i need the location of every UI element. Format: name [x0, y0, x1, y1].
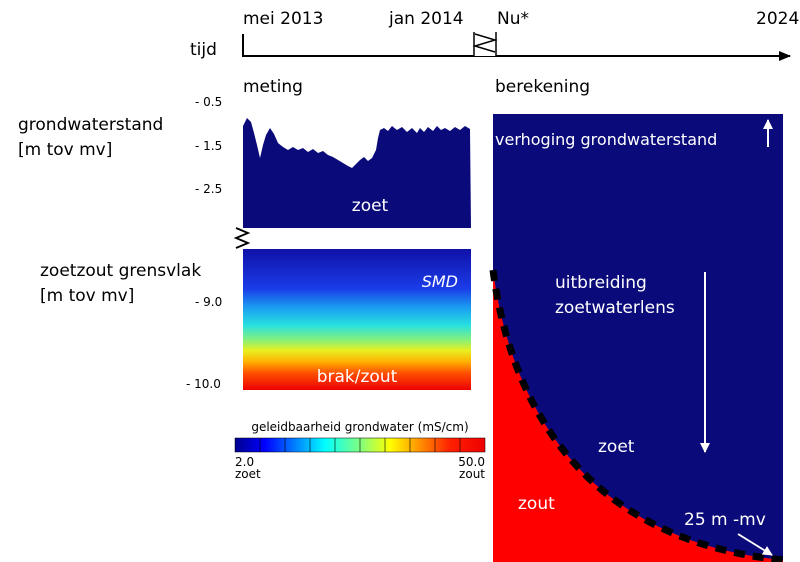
axis-break-icon [233, 227, 251, 249]
colorbar-title: geleidbaarheid grondwater (mS/cm) [251, 420, 468, 434]
groundwater-label-line2: [m tov mv] [18, 140, 112, 160]
groundwater-tick-2.5: - 2.5 [195, 182, 222, 196]
colorbar-min-label: zoet [235, 467, 261, 481]
calc-fresh-label: zoet [598, 437, 635, 457]
colorbar-ticks [259, 438, 461, 452]
groundwater-tick-0.5: - 0.5 [195, 95, 222, 109]
groundwater-area [243, 118, 471, 228]
date-jan-2014: jan 2014 [388, 9, 464, 29]
lens-label-line1: uitbreiding [555, 273, 647, 293]
colorbar-max-value: 50.0 [458, 455, 485, 469]
timeline-break-icon [472, 32, 498, 56]
brackish-salt-label: brak/zout [317, 367, 398, 387]
interface-curve [489, 269, 784, 562]
interface-tick-9: - 9.0 [195, 295, 222, 309]
smd-label: SMD [422, 272, 458, 291]
salt-water-region [493, 270, 783, 562]
depth-label: 25 m -mv [684, 510, 766, 530]
depth-arrow-icon [737, 533, 773, 556]
groundwater-label-line1: grondwaterstand [18, 115, 163, 135]
groundwater-fresh-label: zoet [352, 196, 389, 216]
date-2024: 2024 [756, 9, 799, 29]
colorbar-min-value: 2.0 [235, 455, 254, 469]
groundwater-rise-label: verhoging grondwaterstand [495, 130, 717, 149]
date-mei-2013: mei 2013 [243, 9, 323, 29]
calculation-header: berekening [495, 77, 590, 97]
lens-label-line2: zoetwaterlens [555, 298, 675, 318]
colorbar-max-label: zout [459, 467, 485, 481]
interface-label-line2: [m tov mv] [40, 286, 134, 306]
groundwater-tick-1.5: - 1.5 [195, 139, 222, 153]
interface-tick-10: - 10.0 [186, 377, 221, 391]
measurement-header: meting [243, 77, 303, 97]
date-now: Nu* [497, 9, 529, 29]
timeline-label: tijd [190, 40, 217, 60]
calc-salt-label: zout [518, 494, 555, 514]
interface-label-line1: zoetzout grensvlak [40, 261, 201, 281]
smd-heatmap [243, 249, 471, 390]
timeline: mei 2013 jan 2014 Nu* 2024 tijd [190, 9, 799, 61]
